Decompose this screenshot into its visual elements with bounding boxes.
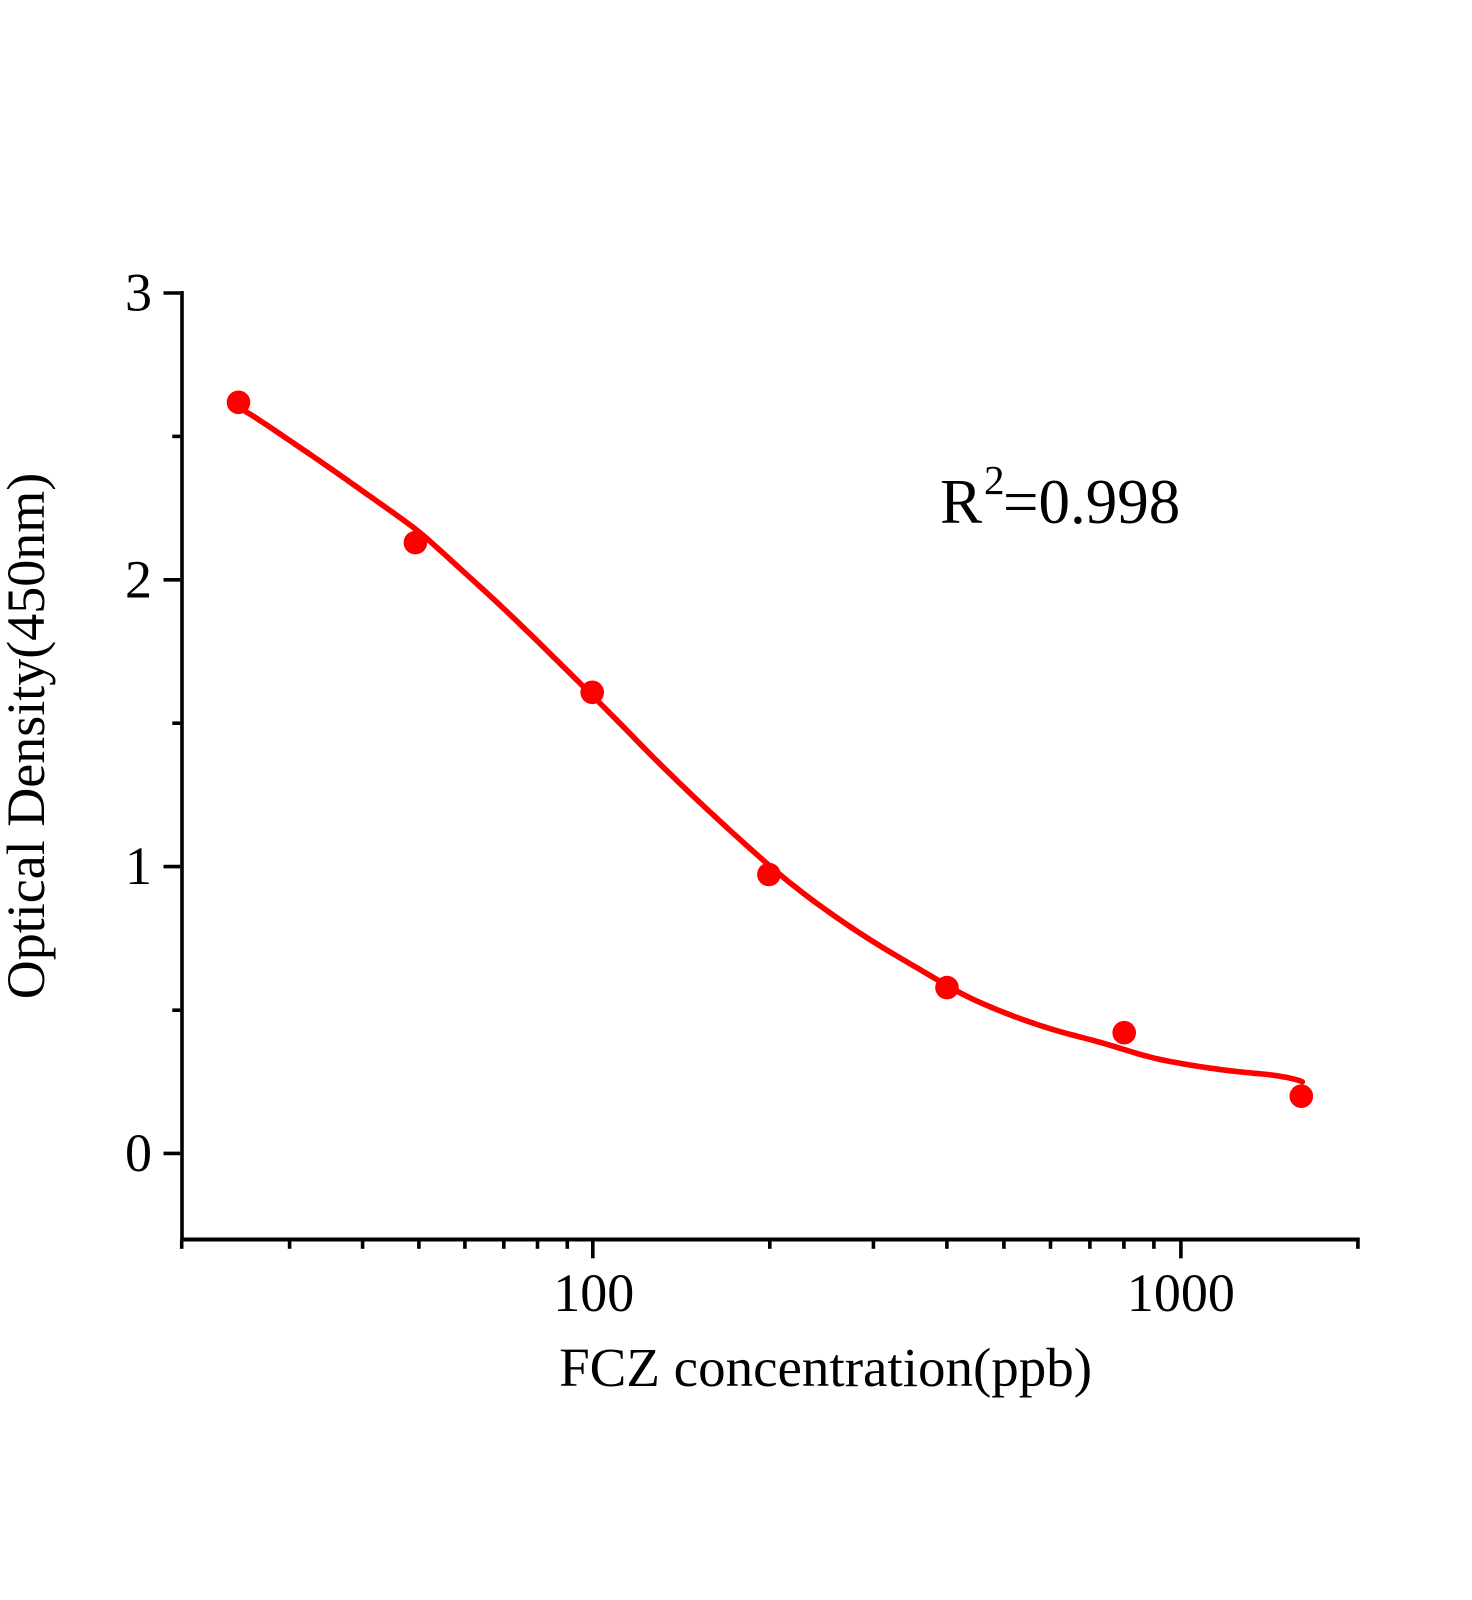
svg-text:0: 0 [125, 1123, 152, 1183]
svg-text:3: 3 [125, 263, 152, 323]
svg-text:2: 2 [125, 549, 152, 609]
svg-text:2: 2 [984, 457, 1005, 503]
svg-text:1000: 1000 [1127, 1263, 1235, 1323]
svg-text:100: 100 [553, 1263, 634, 1323]
svg-text:Optical Density(450nm): Optical Density(450nm) [0, 473, 56, 999]
svg-text:FCZ concentration(ppb): FCZ concentration(ppb) [559, 1337, 1092, 1398]
svg-text:1: 1 [125, 836, 152, 896]
svg-text:=0.998: =0.998 [1003, 467, 1180, 537]
svg-text:R: R [940, 467, 982, 537]
